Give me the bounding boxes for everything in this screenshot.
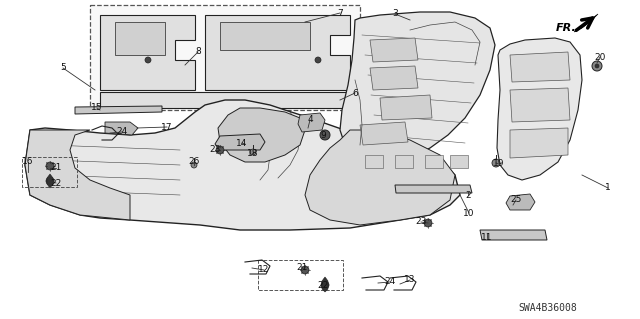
Polygon shape [370, 38, 418, 62]
Text: 26: 26 [188, 158, 200, 167]
Text: 17: 17 [161, 122, 173, 131]
Polygon shape [497, 38, 582, 180]
Polygon shape [205, 15, 350, 90]
Text: 3: 3 [392, 10, 398, 19]
Polygon shape [574, 14, 598, 32]
Polygon shape [322, 277, 328, 292]
Text: 12: 12 [259, 265, 269, 275]
Polygon shape [395, 185, 472, 193]
Polygon shape [47, 174, 53, 188]
Text: 21: 21 [51, 164, 61, 173]
Polygon shape [380, 95, 432, 120]
Polygon shape [75, 106, 162, 114]
Circle shape [315, 57, 321, 63]
Circle shape [321, 281, 329, 289]
Text: SWA4B36008: SWA4B36008 [518, 303, 577, 313]
Circle shape [320, 130, 330, 140]
Circle shape [191, 162, 197, 168]
Bar [90, 5, 360, 110]
Text: 24: 24 [116, 128, 127, 137]
Text: 24: 24 [385, 278, 396, 286]
Text: 21: 21 [296, 263, 308, 272]
Polygon shape [25, 100, 460, 230]
Polygon shape [305, 130, 455, 225]
Polygon shape [425, 155, 443, 168]
Polygon shape [105, 122, 138, 135]
Circle shape [46, 162, 54, 170]
Text: 6: 6 [352, 88, 358, 98]
Circle shape [250, 149, 256, 155]
Polygon shape [395, 155, 413, 168]
Circle shape [46, 177, 54, 185]
Text: 4: 4 [307, 115, 313, 124]
Text: 10: 10 [463, 209, 475, 218]
Text: 11: 11 [481, 234, 493, 242]
Text: 16: 16 [22, 158, 34, 167]
Text: 7: 7 [337, 9, 343, 18]
Text: 5: 5 [60, 63, 66, 72]
Circle shape [145, 57, 151, 63]
Circle shape [424, 219, 432, 227]
Bar [258, 260, 343, 290]
Text: 20: 20 [595, 53, 605, 62]
Polygon shape [365, 155, 383, 168]
Text: 8: 8 [195, 48, 201, 56]
Polygon shape [510, 128, 568, 158]
Circle shape [592, 61, 602, 71]
Polygon shape [480, 230, 547, 240]
Polygon shape [510, 52, 570, 82]
Polygon shape [360, 122, 408, 145]
Text: FR.: FR. [556, 23, 577, 33]
Text: 9: 9 [320, 131, 326, 140]
Text: 13: 13 [404, 276, 416, 285]
Text: 23: 23 [415, 218, 427, 226]
Text: 15: 15 [92, 103, 103, 113]
Text: 23: 23 [209, 145, 221, 154]
Text: 25: 25 [510, 196, 522, 204]
Polygon shape [215, 134, 265, 150]
Polygon shape [25, 130, 130, 220]
Polygon shape [510, 88, 570, 122]
Polygon shape [100, 92, 355, 108]
Polygon shape [100, 15, 195, 90]
Text: 19: 19 [493, 160, 505, 168]
Polygon shape [115, 22, 165, 55]
Text: 22: 22 [51, 179, 61, 188]
Bar [22, 157, 77, 187]
Polygon shape [298, 113, 325, 132]
Polygon shape [220, 22, 310, 50]
Polygon shape [218, 108, 305, 162]
Polygon shape [370, 66, 418, 90]
Circle shape [301, 266, 309, 274]
Circle shape [492, 159, 500, 167]
Text: 22: 22 [317, 280, 328, 290]
Circle shape [216, 146, 224, 154]
Circle shape [595, 64, 599, 68]
Polygon shape [506, 194, 535, 210]
Text: 1: 1 [605, 183, 611, 192]
Polygon shape [450, 155, 468, 168]
Polygon shape [340, 12, 495, 162]
Text: 14: 14 [236, 138, 248, 147]
Text: 18: 18 [247, 149, 259, 158]
Text: 2: 2 [465, 190, 471, 199]
